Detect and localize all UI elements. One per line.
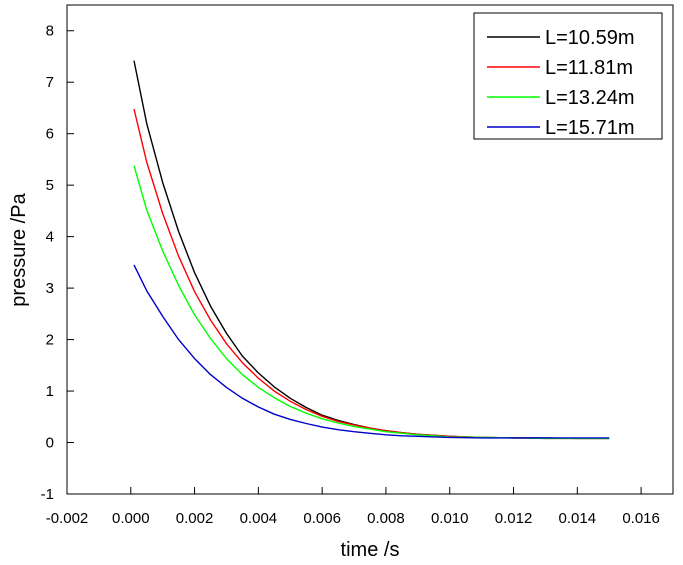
x-tick-label: 0.010: [431, 510, 469, 527]
x-tick-label: 0.006: [303, 510, 341, 527]
x-tick-label: 0.004: [240, 510, 278, 527]
series-line-4: [133, 264, 610, 439]
x-tick-label: 0.016: [622, 510, 660, 527]
plot-frame: [66, 4, 674, 495]
legend-label: L=15.71m: [545, 117, 635, 139]
y-tick-label: 1: [46, 383, 54, 400]
x-tick-label: 0.002: [176, 510, 214, 527]
x-tick-label: -0.002: [46, 510, 89, 527]
y-axis-ticks: -1 0 1 2 3 4 5 6 7 8: [41, 23, 74, 503]
y-tick-label: 3: [46, 280, 54, 297]
y-tick-label: 7: [46, 74, 54, 91]
x-axis-title: time /s: [341, 539, 400, 561]
legend: L=10.59m L=11.81m L=13.24m L=15.71m: [473, 12, 663, 140]
y-tick-label: 5: [46, 177, 54, 194]
y-axis-title: pressure /Pa: [8, 192, 30, 306]
y-tick-label: 2: [46, 332, 54, 349]
legend-label: L=13.24m: [545, 87, 635, 109]
x-tick-label: 0.012: [495, 510, 533, 527]
series-lines: [133, 60, 610, 440]
x-tick-label: 0.008: [367, 510, 405, 527]
x-axis-ticks: -0.002 0.000 0.002 0.004 0.006 0.008 0.010 0.01…: [46, 487, 660, 527]
y-tick-label: 4: [46, 229, 54, 246]
y-tick-label: 8: [46, 23, 54, 40]
legend-box: [473, 12, 663, 140]
series-line-2: [133, 108, 610, 440]
x-tick-label: 0.014: [559, 510, 597, 527]
legend-label: L=11.81m: [545, 57, 633, 79]
series-line-3: [133, 165, 610, 440]
y-tick-label: 6: [46, 126, 54, 143]
y-tick-label: -1: [41, 486, 54, 503]
legend-label: L=10.59m: [545, 27, 635, 49]
x-tick-label: 0.000: [112, 510, 150, 527]
y-tick-label: 0: [46, 435, 54, 452]
